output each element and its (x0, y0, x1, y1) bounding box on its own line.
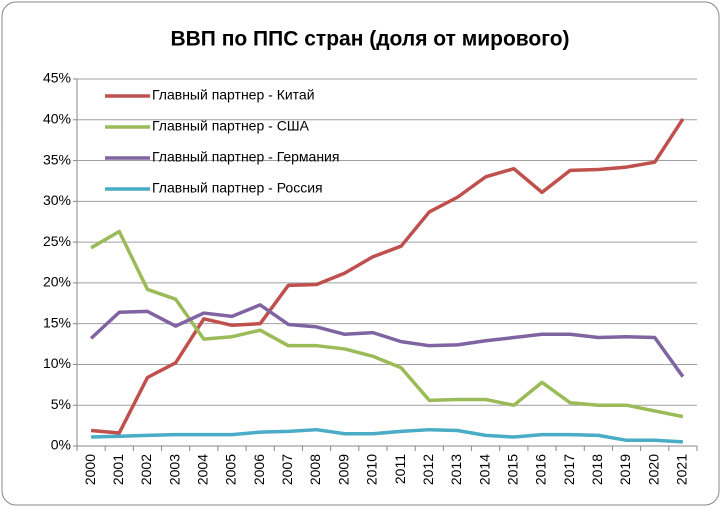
y-tick-label: 30% (43, 192, 71, 208)
x-tick-label: 2012 (420, 454, 436, 485)
legend-label: Главный партнер - Германия (152, 149, 339, 165)
x-tick-label: 2008 (307, 454, 323, 485)
y-tick-label: 5% (51, 396, 71, 412)
x-tick-label: 2003 (166, 454, 182, 485)
legend-label: Главный партнер - США (152, 118, 310, 134)
x-tick-label: 2007 (279, 454, 295, 485)
x-tick-label: 2001 (110, 454, 126, 485)
x-tick-label: 2018 (589, 454, 605, 485)
legend-label: Главный партнер - Россия (152, 180, 323, 196)
y-tick-label: 10% (43, 355, 71, 371)
x-tick-label: 2019 (617, 454, 633, 485)
x-tick-label: 2010 (364, 454, 380, 485)
x-tick-label: 2021 (674, 454, 690, 485)
y-tick-label: 40% (43, 110, 71, 126)
x-tick-label: 2002 (138, 454, 154, 485)
x-tick-label: 2004 (195, 454, 211, 485)
y-tick-label: 45% (43, 70, 71, 86)
y-tick-label: 0% (51, 437, 71, 453)
x-tick-label: 2000 (82, 454, 98, 485)
x-tick-label: 2014 (476, 454, 492, 485)
x-tick-label: 2011 (392, 454, 408, 484)
y-tick-label: 35% (43, 151, 71, 167)
chart-title: ВВП по ППС стран (доля от мирового) (170, 28, 569, 51)
y-tick-label: 15% (43, 314, 71, 330)
x-tick-label: 2009 (335, 454, 351, 485)
line (89, 303, 685, 378)
x-tick-label: 2015 (505, 454, 521, 485)
y-tick-label: 20% (43, 274, 71, 290)
x-tick-label: 2020 (645, 454, 661, 485)
legend-label: Главный партнер - Китай (152, 87, 315, 103)
line (90, 118, 685, 435)
x-tick-label: 2006 (251, 454, 267, 485)
line (91, 427, 684, 444)
x-tick-label: 2016 (533, 454, 549, 485)
x-tick-label: 2013 (448, 454, 464, 485)
y-tick-label: 25% (43, 233, 71, 249)
x-tick-label: 2005 (223, 454, 239, 485)
x-tick-label: 2017 (561, 454, 577, 485)
